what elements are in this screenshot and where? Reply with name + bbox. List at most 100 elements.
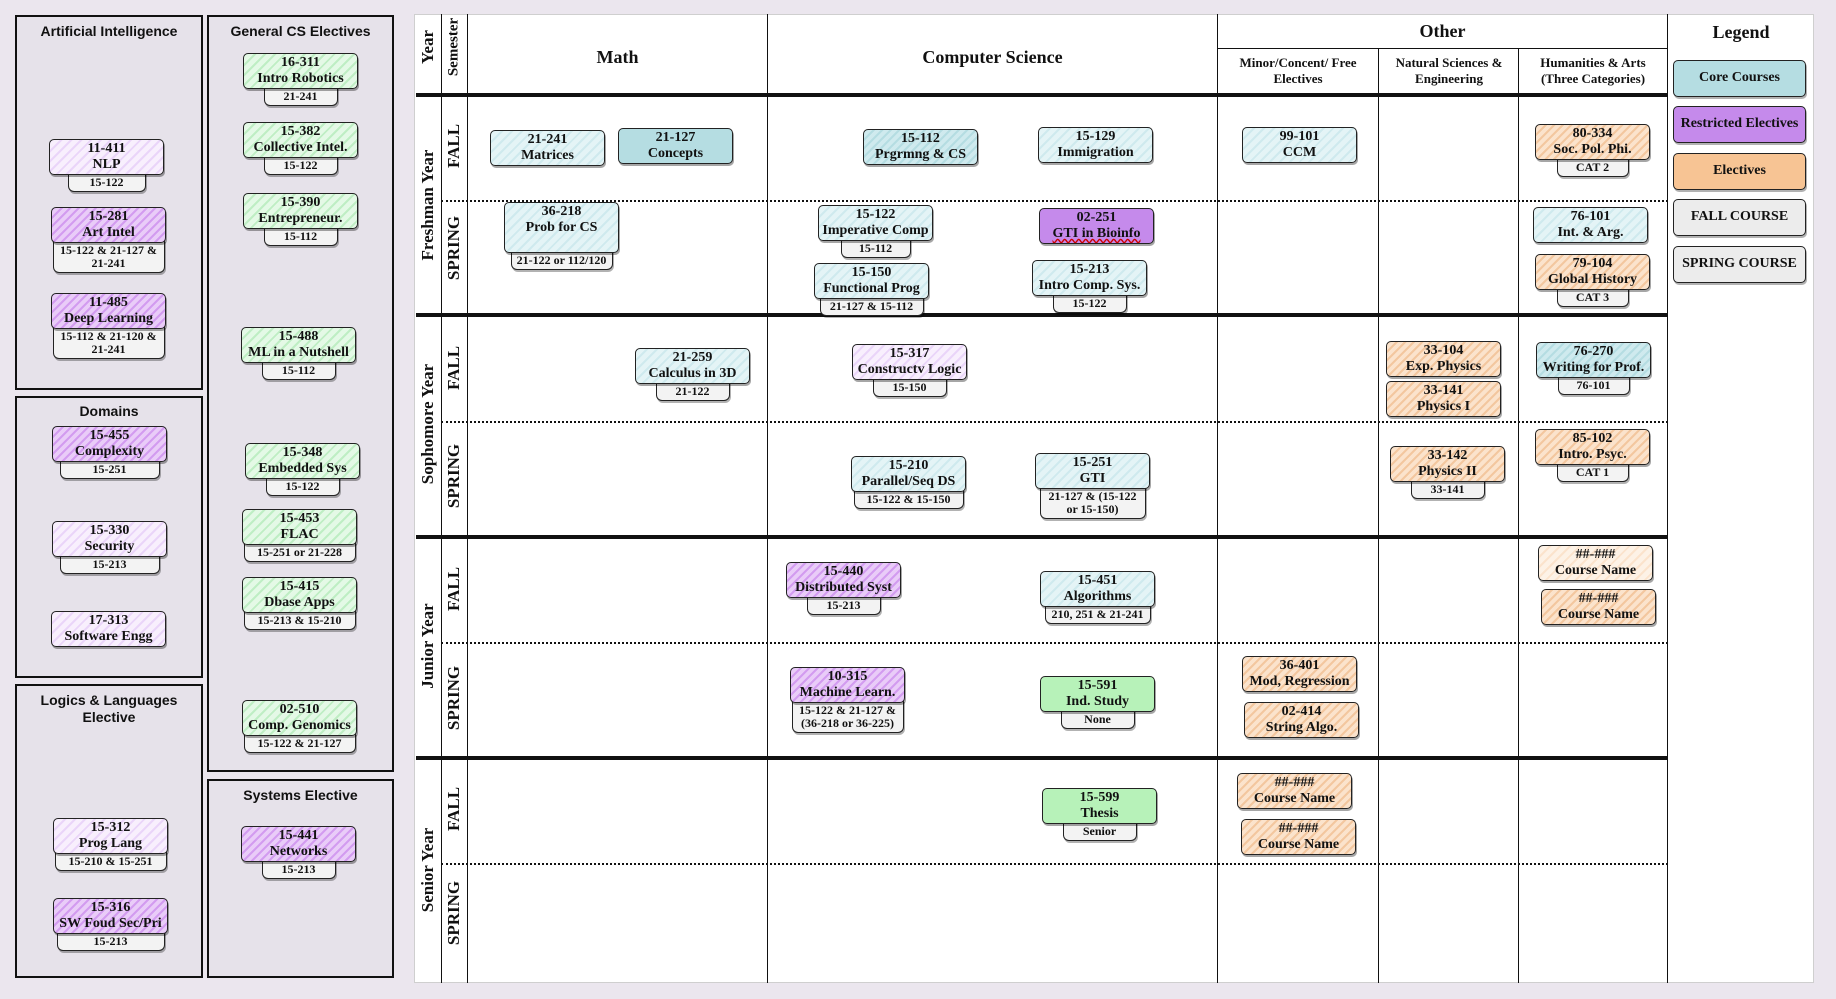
course-title: Prgrmng & CS bbox=[875, 147, 966, 162]
course-prereq: 15-213 bbox=[59, 554, 160, 574]
course-card[interactable]: 15-210 Parallel/Seq DS 15-122 & 15-150 bbox=[851, 456, 966, 509]
course-card[interactable]: 15-453 FLAC 15-251 or 21-228 bbox=[242, 509, 357, 562]
course-card[interactable]: 10-315 Machine Learn. 15-122 & 21-127 & (… bbox=[790, 667, 905, 733]
semester-divider bbox=[441, 863, 1668, 865]
course-card[interactable]: 36-401 Mod, Regression bbox=[1242, 656, 1357, 692]
course-prereq: CAT 2 bbox=[1556, 157, 1629, 177]
course-title: Embedded Sys bbox=[258, 461, 347, 476]
course-card[interactable]: 15-441 Networks 15-213 bbox=[241, 826, 356, 879]
course-title: Complexity bbox=[74, 444, 145, 459]
course-number: 15-441 bbox=[278, 828, 319, 843]
course-title: Art Intel bbox=[82, 225, 135, 240]
course-number: 15-150 bbox=[851, 265, 892, 280]
course-title: GTI bbox=[1079, 471, 1106, 486]
course-card[interactable]: 15-488 ML in a Nutshell 15-112 bbox=[241, 327, 356, 380]
course-title: Course Name bbox=[1557, 607, 1640, 622]
course-number: ##-### bbox=[1278, 821, 1319, 836]
course-card[interactable]: 02-251 GTI in Bioinfo bbox=[1039, 208, 1154, 244]
course-card[interactable]: 15-251 GTI 21-127 & (15-122 or 15-150) bbox=[1035, 453, 1150, 519]
course-card[interactable]: 33-142 Physics II 33-141 bbox=[1390, 446, 1505, 499]
course-card[interactable]: 15-599 Thesis Senior bbox=[1042, 788, 1157, 841]
course-prereq: 15-122 bbox=[67, 172, 146, 192]
course-card[interactable]: 33-141 Physics I bbox=[1386, 381, 1501, 417]
course-number: 15-129 bbox=[1075, 129, 1116, 144]
course-title: Matrices bbox=[521, 148, 574, 163]
course-number: 15-122 bbox=[855, 207, 896, 222]
course-card[interactable]: 02-414 String Algo. bbox=[1244, 702, 1359, 738]
course-title: Global History bbox=[1547, 272, 1638, 287]
domains-title: Domains bbox=[79, 403, 139, 419]
course-title: String Algo. bbox=[1265, 720, 1338, 735]
course-card[interactable]: ##-### Course Name bbox=[1538, 545, 1653, 581]
course-card[interactable]: 85-102 Intro. Psyc. CAT 1 bbox=[1535, 429, 1650, 482]
course-card[interactable]: 11-485 Deep Learning 15-112 & 21-120 & 21… bbox=[51, 293, 166, 359]
course-card[interactable]: 21-241 Matrices bbox=[490, 130, 605, 166]
course-number: 85-102 bbox=[1572, 431, 1613, 446]
course-prereq: 15-122 bbox=[1052, 293, 1127, 313]
course-title: Intro Comp. Sys. bbox=[1038, 278, 1141, 293]
course-card[interactable]: 76-101 Int. & Arg. bbox=[1533, 207, 1648, 243]
course-prereq: CAT 3 bbox=[1556, 287, 1629, 307]
course-prereq: 21-127 & (15-122 or 15-150) bbox=[1039, 486, 1146, 519]
course-title: Dbase Apps bbox=[264, 595, 335, 610]
minor-header: Minor/Concent/ Free Electives bbox=[1239, 55, 1357, 86]
course-prereq: 21-122 bbox=[655, 381, 730, 401]
course-card[interactable]: 15-455 Complexity 15-251 bbox=[52, 426, 167, 479]
course-number: 15-281 bbox=[88, 209, 129, 224]
course-prereq: 15-112 bbox=[261, 360, 336, 380]
course-card[interactable]: 15-390 Entrepreneur. 15-112 bbox=[243, 193, 358, 246]
course-title: Soc. Pol. Phi. bbox=[1553, 142, 1632, 157]
course-card[interactable]: 11-411 NLP 15-122 bbox=[49, 139, 164, 192]
course-number: 33-142 bbox=[1427, 448, 1468, 463]
course-card[interactable]: 80-334 Soc. Pol. Phi. CAT 2 bbox=[1535, 124, 1650, 177]
course-card[interactable]: 15-348 Embedded Sys 15-122 bbox=[245, 443, 360, 496]
course-card[interactable]: ##-### Course Name bbox=[1237, 773, 1352, 809]
year-divider bbox=[416, 313, 1668, 317]
course-card[interactable]: 15-150 Functional Prog 21-127 & 15-112 bbox=[814, 263, 929, 316]
course-card[interactable]: 79-104 Global History CAT 3 bbox=[1535, 254, 1650, 307]
course-card[interactable]: 15-415 Dbase Apps 15-213 & 15-210 bbox=[242, 577, 357, 630]
course-card[interactable]: 99-101 CCM bbox=[1242, 127, 1357, 163]
course-card[interactable]: 15-591 Ind. Study None bbox=[1040, 676, 1155, 729]
course-card[interactable]: 15-122 Imperative Comp 15-112 bbox=[818, 205, 933, 258]
course-card[interactable]: ##-### Course Name bbox=[1541, 589, 1656, 625]
course-card[interactable]: 15-129 Immigration bbox=[1038, 127, 1153, 163]
course-card[interactable]: 21-127 Concepts bbox=[618, 128, 733, 164]
course-card[interactable]: 15-112 Prgrmng & CS bbox=[863, 129, 978, 165]
course-title: Course Name bbox=[1253, 791, 1336, 806]
course-title: Machine Learn. bbox=[799, 685, 896, 700]
course-number: 15-390 bbox=[280, 195, 321, 210]
course-card[interactable]: 36-218 Prob for CS 21-122 or 112/120 bbox=[504, 202, 619, 270]
course-card[interactable]: 76-270 Writing for Prof. 76-101 bbox=[1536, 342, 1651, 395]
course-prereq: 15-213 bbox=[56, 931, 165, 951]
course-title: Entrepreneur. bbox=[258, 211, 343, 226]
course-card[interactable]: 17-313 Software Engg bbox=[51, 611, 166, 647]
logics-languages-title: Logics & Languages Elective bbox=[40, 692, 178, 725]
course-card[interactable]: ##-### Course Name bbox=[1241, 819, 1356, 855]
course-card[interactable]: 02-510 Comp. Genomics 15-122 & 21-127 bbox=[242, 700, 357, 753]
course-prereq: 15-112 & 21-120 & 21-241 bbox=[52, 326, 165, 359]
course-card[interactable]: 21-259 Calculus in 3D 21-122 bbox=[635, 348, 750, 401]
course-prereq: 76-101 bbox=[1557, 375, 1630, 395]
course-card[interactable]: 33-104 Exp. Physics bbox=[1386, 341, 1501, 377]
senior-spring-label: SPRING bbox=[444, 880, 463, 946]
course-card[interactable]: 15-317 Constructv Logic 15-150 bbox=[852, 344, 967, 397]
course-prereq: 15-122 & 21-127 bbox=[243, 733, 356, 753]
course-card[interactable]: 15-316 SW Foud Sec/Pri 15-213 bbox=[53, 898, 168, 951]
course-title: Prog Lang bbox=[78, 836, 143, 851]
course-card[interactable]: 15-382 Collective Intel. 15-122 bbox=[243, 122, 358, 175]
course-number: 99-101 bbox=[1279, 129, 1320, 144]
course-card[interactable]: 15-213 Intro Comp. Sys. 15-122 bbox=[1032, 260, 1147, 313]
course-card[interactable]: 15-330 Security 15-213 bbox=[52, 521, 167, 574]
course-number: 16-311 bbox=[281, 55, 320, 70]
course-title: Security bbox=[84, 539, 135, 554]
course-card[interactable]: 15-451 Algorithms 210, 251 & 21-241 bbox=[1040, 571, 1155, 624]
course-number: 17-313 bbox=[88, 613, 129, 628]
other-header: Other bbox=[1419, 21, 1466, 41]
divider bbox=[1667, 14, 1668, 983]
course-card[interactable]: 15-312 Prog Lang 15-210 & 15-251 bbox=[53, 818, 168, 871]
course-card[interactable]: 16-311 Intro Robotics 21-241 bbox=[243, 53, 358, 106]
course-card[interactable]: 15-440 Distributed Syst 15-213 bbox=[786, 562, 901, 615]
course-number: 15-316 bbox=[90, 900, 131, 915]
course-card[interactable]: 15-281 Art Intel 15-122 & 21-127 & 21-241 bbox=[51, 207, 166, 273]
